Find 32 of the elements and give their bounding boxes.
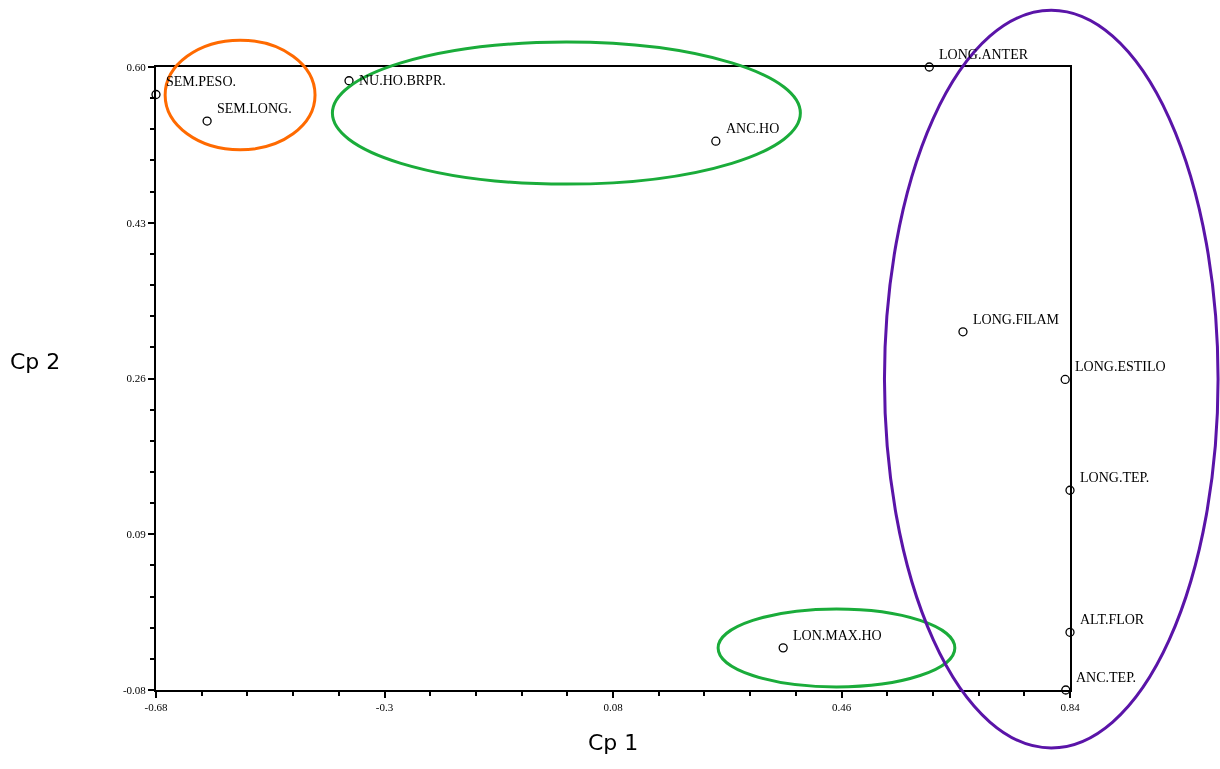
annotation: ALT.FLOR [1080, 612, 1145, 627]
y-tick-label: 0.09 [126, 528, 147, 541]
point [344, 76, 354, 86]
annotation: NU.HO.BRPR. [359, 73, 446, 88]
point [1060, 374, 1070, 385]
x-tick-label: -0.68 [144, 701, 168, 714]
y-axis-title: Cp 2 [10, 349, 61, 374]
point [958, 327, 968, 337]
point [202, 116, 212, 126]
y-tick-label: 0.43 [126, 216, 147, 229]
x-tick-label: -0.3 [375, 701, 394, 714]
point [1065, 627, 1075, 637]
annotation: LON.MAX.HO [793, 628, 882, 643]
y-tick-label: 0.26 [126, 372, 147, 385]
x-axis-title: Cp 1 [588, 730, 639, 755]
point [1061, 685, 1071, 695]
annotation: SEM.LONG. [217, 101, 292, 116]
y-tick-label: 0.60 [126, 60, 147, 73]
x-tick-label: 0.46 [831, 701, 852, 714]
point [778, 643, 788, 653]
annotation: LONG.ESTILO [1075, 359, 1166, 374]
point [711, 136, 721, 146]
annotation: LONG.FILAM [973, 312, 1060, 327]
annotation: ANC.HO [726, 121, 780, 136]
point [151, 89, 161, 100]
point [924, 62, 934, 72]
x-tick-label: 0.08 [603, 701, 624, 714]
annotation: ANC.TEP. [1076, 670, 1136, 685]
annotation: LONG.TEP. [1080, 470, 1150, 485]
x-tick-label: 0.84 [1060, 701, 1081, 714]
y-tick-label: -0.08 [122, 683, 147, 696]
point [1065, 485, 1075, 495]
